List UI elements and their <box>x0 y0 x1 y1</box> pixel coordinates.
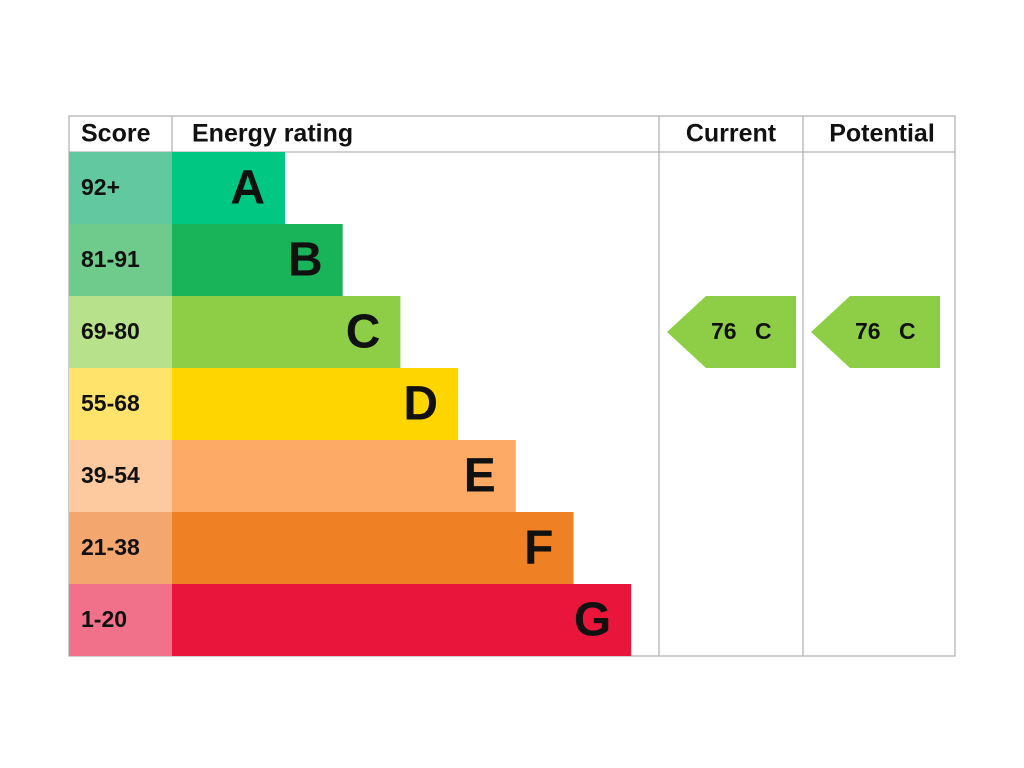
current-value: 76 <box>711 318 737 344</box>
score-label: 21-38 <box>81 534 140 560</box>
score-cell <box>69 584 172 656</box>
rating-bar <box>172 512 574 584</box>
rating-bar <box>172 368 459 440</box>
header-potential: Potential <box>829 120 935 148</box>
score-cell <box>69 152 172 224</box>
score-cell <box>69 296 172 368</box>
score-label: 69-80 <box>81 318 140 344</box>
rating-letter: C <box>346 306 381 359</box>
rating-letter: B <box>288 234 323 287</box>
score-cell <box>69 512 172 584</box>
score-label: 55-68 <box>81 390 140 416</box>
potential-letter: C <box>899 318 916 344</box>
score-label: 92+ <box>81 174 120 200</box>
rating-letter: F <box>524 522 553 575</box>
current-letter: C <box>755 318 772 344</box>
rating-bar <box>172 224 343 296</box>
rating-bar <box>172 584 632 656</box>
potential-arrow <box>811 296 940 368</box>
rating-letter: A <box>230 162 265 215</box>
score-cell <box>69 224 172 296</box>
score-label: 39-54 <box>81 462 140 488</box>
rating-letter: D <box>403 378 438 431</box>
header-current: Current <box>686 120 777 148</box>
header-rating: Energy rating <box>192 120 353 148</box>
header-score: Score <box>81 120 151 148</box>
potential-value: 76 <box>855 318 881 344</box>
rating-bar <box>172 440 516 512</box>
score-label: 81-91 <box>81 246 140 272</box>
rating-letter: G <box>574 594 611 647</box>
score-cell <box>69 368 172 440</box>
rating-letter: E <box>464 450 496 503</box>
score-cell <box>69 440 172 512</box>
current-arrow <box>667 296 796 368</box>
score-label: 1-20 <box>81 606 127 632</box>
rating-bar <box>172 152 285 224</box>
rating-bar <box>172 296 401 368</box>
